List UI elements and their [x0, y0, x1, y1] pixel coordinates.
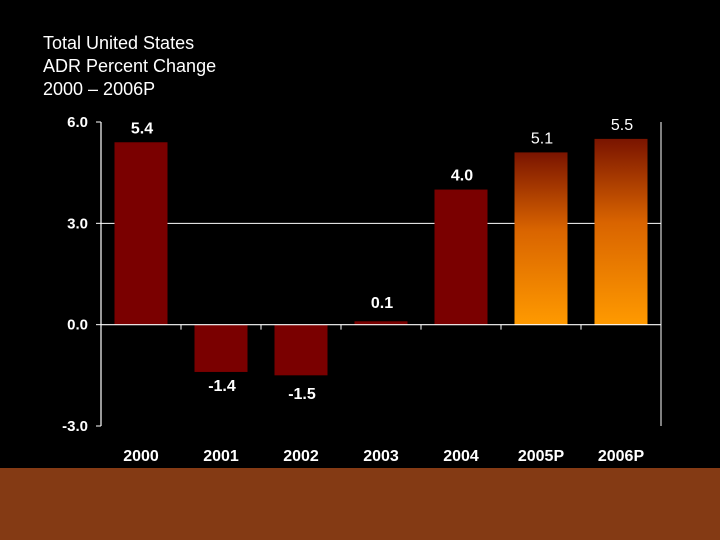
y-tick-label: 3.0 [67, 215, 88, 232]
bar-2006P [594, 138, 648, 325]
data-label: 5.1 [531, 130, 553, 147]
data-label: 4.0 [451, 168, 473, 185]
x-category-label: 2001 [203, 448, 239, 465]
data-label: -1.5 [288, 386, 316, 403]
data-label: 0.1 [371, 295, 393, 312]
footer-band [0, 468, 720, 540]
data-label: -1.4 [208, 378, 236, 395]
data-label: 5.4 [131, 120, 153, 137]
y-tick-label: 6.0 [67, 114, 88, 131]
chart-title: Total United States ADR Percent Change 2… [43, 32, 216, 101]
y-tick-label: 0.0 [67, 317, 88, 334]
bar-2001 [194, 324, 248, 372]
x-category-label: 2004 [443, 448, 479, 465]
bar-2002 [274, 324, 328, 376]
bar-2000 [114, 142, 168, 325]
x-category-label: 2005P [518, 448, 565, 465]
data-label: 5.5 [611, 117, 633, 134]
x-category-label: 2006P [598, 448, 645, 465]
chart-title-line-3: 2000 – 2006P [43, 79, 156, 99]
x-category-label: 2003 [363, 448, 399, 465]
bar-2004 [434, 189, 488, 325]
y-tick-label: -3.0 [62, 418, 88, 435]
chart-title-line-1: Total United States [43, 33, 195, 53]
chart-title-line-2: ADR Percent Change [43, 56, 217, 76]
bar-2003 [354, 321, 408, 325]
x-category-label: 2002 [283, 448, 319, 465]
x-category-label: 2000 [123, 448, 159, 465]
bar-2005P [514, 152, 568, 325]
